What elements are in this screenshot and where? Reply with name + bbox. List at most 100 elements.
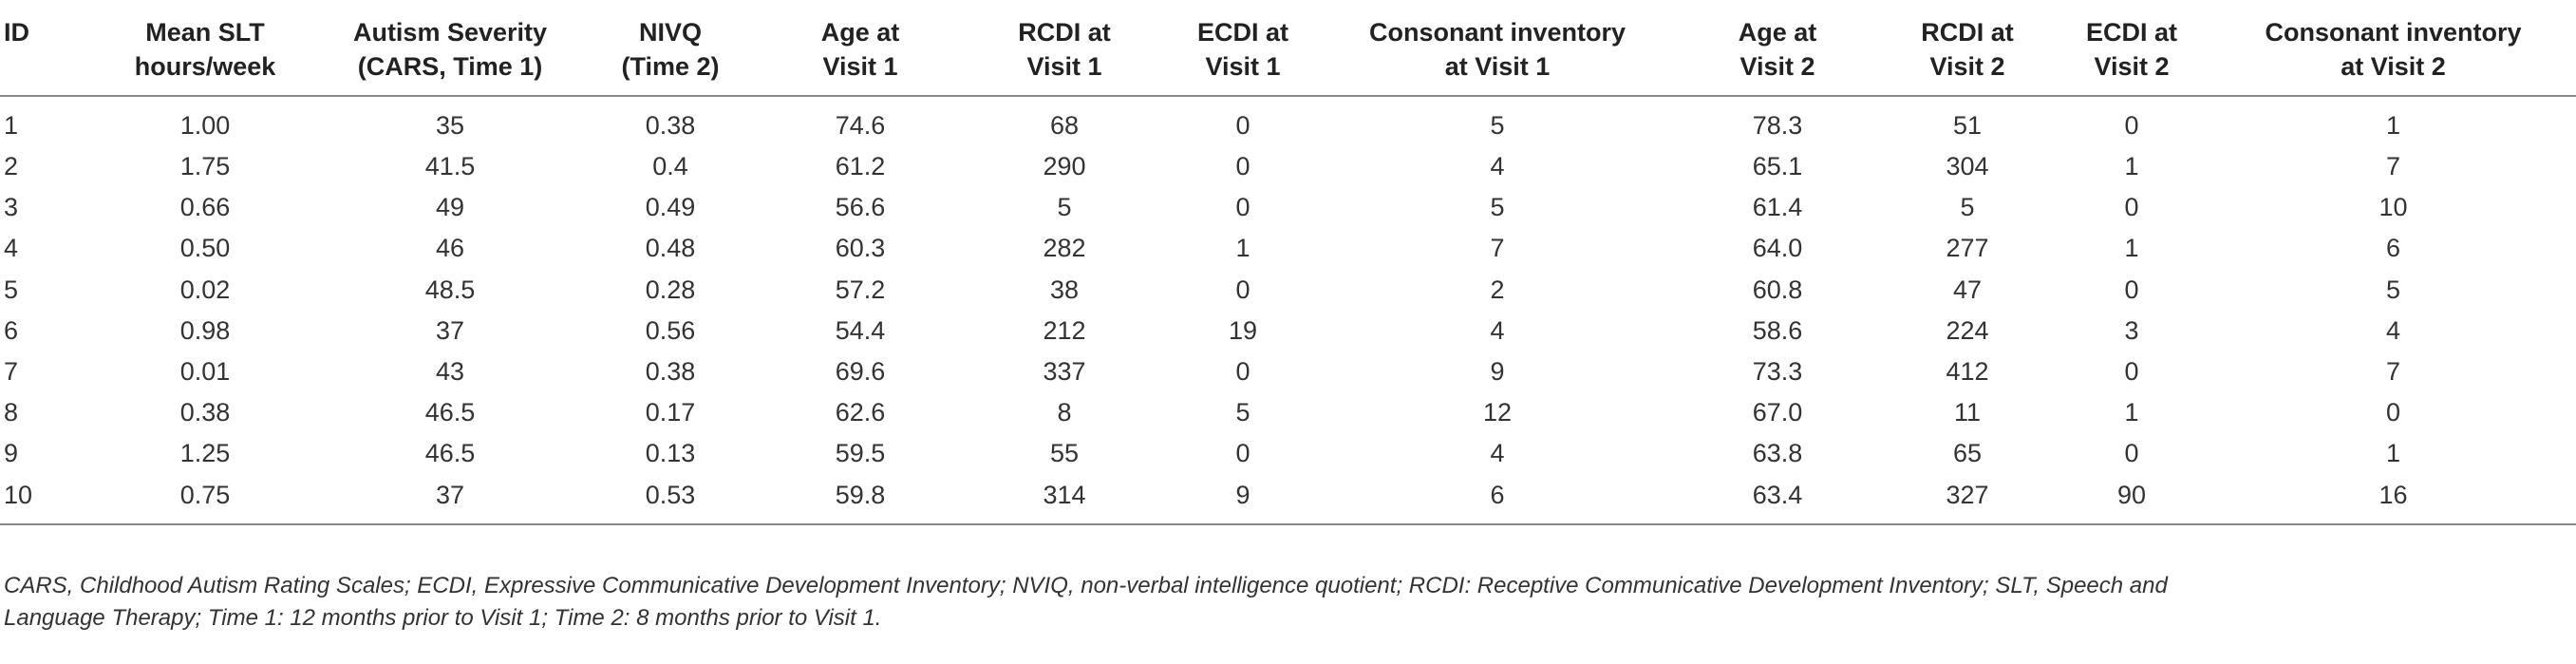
table-cell: 1 (2124, 398, 2139, 427)
table-cell: 63.8 (1752, 439, 1803, 468)
column-header-line: ID (4, 18, 29, 47)
table-cell: 90 (2053, 474, 2210, 525)
table-cell: 1.25 (179, 439, 231, 468)
column-header: Consonant inventory at Visit 2 (2210, 9, 2576, 97)
table-cell: 55 (1049, 439, 1080, 468)
table-cell: 37 (315, 474, 585, 525)
table-cell: 0.49 (645, 193, 696, 222)
table-cell: 0 (1235, 193, 1250, 222)
table-cell: 9 (1490, 357, 1505, 387)
table-cell: 0 (1235, 152, 1250, 181)
table-cell: 64.0 (1752, 234, 1803, 263)
table-cell: 0.02 (179, 275, 231, 304)
table-cell: 54.4 (835, 315, 886, 345)
table-cell: 59.8 (756, 474, 965, 525)
table-cell: 0 (2385, 398, 2401, 427)
column-header: NIVQ (Time 2) (585, 9, 756, 97)
table-cell: 0 (1235, 357, 1250, 387)
table-cell: 74.6 (835, 110, 886, 140)
table-cell: 0.75 (95, 474, 315, 525)
table-cell: 412 (1946, 357, 1989, 387)
table-cell: 8 (1057, 398, 1072, 427)
table-cell: 5 (2385, 275, 2401, 304)
table-cell: 0.17 (645, 398, 696, 427)
table-row: 4 0.50 46 0.48 60.3 282 1 7 64.0 277 1 6 (0, 228, 2576, 269)
data-table: ID Mean SLT hours/week Autism Severity (CARS… (0, 9, 2576, 525)
table-cell: 60.3 (835, 234, 886, 263)
column-header-line: RCDI at (1921, 18, 2014, 47)
table-cell: 5 (1235, 398, 1250, 427)
table-row: 8 0.38 46.5 0.17 62.6 8 5 12 67.0 11 1 0 (0, 392, 2576, 433)
table-cell: 5 (1057, 193, 1072, 222)
table-cell: 46.5 (424, 439, 476, 468)
column-header-line: at Visit 1 (1444, 52, 1551, 81)
table-cell: 0.38 (645, 357, 696, 387)
column-header-line: (CARS, Time 1) (357, 52, 543, 81)
table-cell: 68 (1049, 110, 1080, 140)
table-cell: 43 (435, 357, 465, 387)
table-cell: 277 (1946, 234, 1989, 263)
table-cell: 304 (1946, 152, 1989, 181)
table-cell: 282 (1043, 234, 1086, 263)
table-cell: 9 (1164, 474, 1322, 525)
column-header-line: Age at (820, 18, 900, 47)
table-cell: 290 (1043, 152, 1086, 181)
column-header-line: Consonant inventory (2265, 18, 2522, 47)
column-header-line: Visit 2 (2094, 52, 2170, 81)
column-header-line: Visit 1 (1026, 52, 1102, 81)
column-header-line: Visit 1 (822, 52, 898, 81)
table-cell: 5 (4, 275, 19, 304)
table-cell: 224 (1946, 315, 1989, 345)
table-cell: 0.01 (179, 357, 231, 387)
column-header: Age at Visit 1 (756, 9, 965, 97)
table-cell: 1 (2124, 234, 2139, 263)
column-header-line: ECDI at (2085, 18, 2178, 47)
table-cell: 2 (1490, 275, 1505, 304)
table-cell: 0 (2124, 275, 2139, 304)
table-cell: 59.5 (835, 439, 886, 468)
table-cell: 37 (435, 315, 465, 345)
column-header-line: ECDI at (1196, 18, 1289, 47)
table-cell: 1 (1235, 234, 1250, 263)
column-header-line: Autism Severity (352, 18, 548, 47)
table-cell: 4 (4, 234, 19, 263)
table-cell: 5 (1960, 193, 1975, 222)
table-row: 2 1.75 41.5 0.4 61.2 290 0 4 65.1 304 1 7 (0, 146, 2576, 187)
table-cell: 1 (4, 110, 19, 140)
table-cell: 0 (1235, 439, 1250, 468)
table-cell: 62.6 (835, 398, 886, 427)
column-header: Autism Severity (CARS, Time 1) (315, 9, 585, 97)
column-header-line: Visit 2 (1929, 52, 2005, 81)
table-cell: 337 (1043, 357, 1086, 387)
column-header-line: NIVQ (638, 18, 702, 47)
table-cell: 7 (4, 357, 19, 387)
footnote-line-1: CARS, Childhood Autism Rating Scales; EC… (4, 573, 2168, 598)
table-cell: 5 (1490, 193, 1505, 222)
table-cell: 0 (2124, 110, 2139, 140)
table-footnote: CARS, Childhood Autism Rating Scales; EC… (4, 570, 2567, 635)
table-cell: 0 (2124, 439, 2139, 468)
table-header: ID Mean SLT hours/week Autism Severity (CARS… (0, 9, 2576, 97)
table-cell: 8 (4, 398, 19, 427)
table-cell: 78.3 (1752, 110, 1803, 140)
table-cell: 58.6 (1752, 315, 1803, 345)
table-cell: 314 (965, 474, 1164, 525)
table-cell: 35 (435, 110, 465, 140)
column-header: Mean SLT hours/week (95, 9, 315, 97)
table-cell: 46 (435, 234, 465, 263)
table-cell: 0.98 (179, 315, 231, 345)
table-cell: 60.8 (1752, 275, 1803, 304)
table-cell: 0.48 (645, 234, 696, 263)
column-header: RCDI at Visit 1 (965, 9, 1164, 97)
table-cell: 10 (2379, 193, 2408, 222)
table-cell: 46.5 (424, 398, 476, 427)
table-cell: 3 (2124, 315, 2139, 345)
table-cell: 16 (2210, 474, 2576, 525)
table-cell: 63.4 (1673, 474, 1882, 525)
table-cell: 0.66 (179, 193, 231, 222)
table-cell: 0 (2124, 193, 2139, 222)
table-cell: 10 (0, 474, 95, 525)
table-cell: 6 (1322, 474, 1673, 525)
table-row: 10 0.75 37 0.53 59.8 314 9 6 63.4 327 90 16 (0, 474, 2576, 525)
table-row: 3 0.66 49 0.49 56.6 5 0 5 61.4 5 0 10 (0, 187, 2576, 228)
